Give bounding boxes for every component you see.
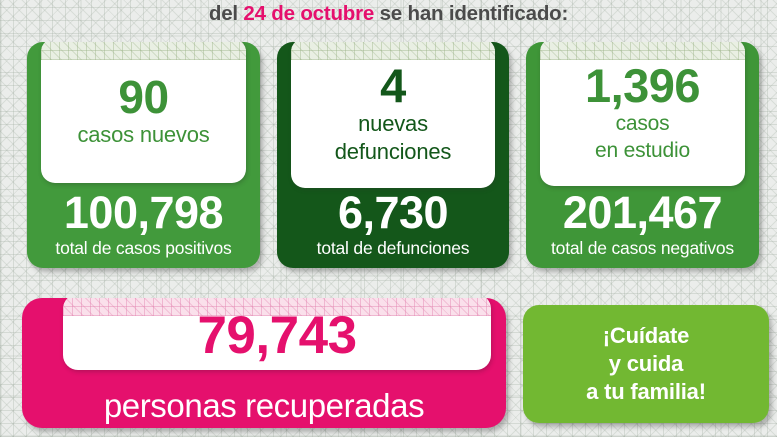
total-deaths-value: 6,730 (337, 186, 449, 238)
stat-card-recovered: 79,743 personas recuperadas (22, 298, 506, 428)
cases-under-study-label-line1: casos (615, 111, 670, 135)
new-cases-panel: 90 casos nuevos (41, 42, 246, 183)
recovered-panel: 79,743 (63, 298, 491, 370)
new-deaths-value: 4 (380, 58, 406, 112)
care-message-line1: ¡Cuídate (602, 323, 690, 349)
total-positive-zone: 100,798 total de casos positivos (27, 190, 260, 258)
new-deaths-label-line1: nuevas (358, 110, 428, 136)
care-message-line3: a tu familia! (586, 378, 706, 404)
total-negative-zone: 201,467 total de casos negativos (526, 190, 759, 258)
care-message-card: ¡Cuídate y cuida a tu familia! (523, 305, 769, 423)
new-cases-label: casos nuevos (77, 121, 210, 147)
cases-under-study-value: 1,396 (584, 58, 701, 112)
total-negative-value: 201,467 (562, 186, 723, 238)
new-deaths-panel: 4 nuevas defunciones (291, 42, 495, 188)
stat-card-new-cases: 90 casos nuevos 100,798 total de casos p… (27, 42, 260, 268)
new-deaths-label-line2: defunciones (334, 138, 452, 164)
total-positive-value: 100,798 (63, 186, 224, 238)
stat-card-cases-under-study: 1,396 casos en estudio 201,467 total de … (526, 42, 759, 268)
title-suffix: se han identificado: (374, 2, 569, 25)
recovered-label: personas recuperadas (103, 387, 425, 424)
title-prefix: del (208, 2, 244, 25)
title-date-highlight: 24 de octubre (243, 2, 375, 25)
page-title: del 24 de octubre se han identificado: (0, 0, 777, 28)
stat-card-new-deaths: 4 nuevas defunciones 6,730 total de defu… (277, 42, 509, 268)
new-cases-value: 90 (118, 70, 169, 123)
cases-under-study-panel: 1,396 casos en estudio (540, 42, 745, 186)
total-positive-label: total de casos positivos (55, 237, 232, 258)
total-negative-label: total de casos negativos (551, 237, 734, 258)
total-deaths-zone: 6,730 total de defunciones (277, 190, 509, 258)
recovered-value: 79,743 (197, 305, 357, 365)
care-message-line2: y cuida (608, 351, 684, 377)
total-deaths-label: total de defunciones (316, 237, 470, 258)
cases-under-study-label-line2: en estudio (595, 138, 690, 162)
